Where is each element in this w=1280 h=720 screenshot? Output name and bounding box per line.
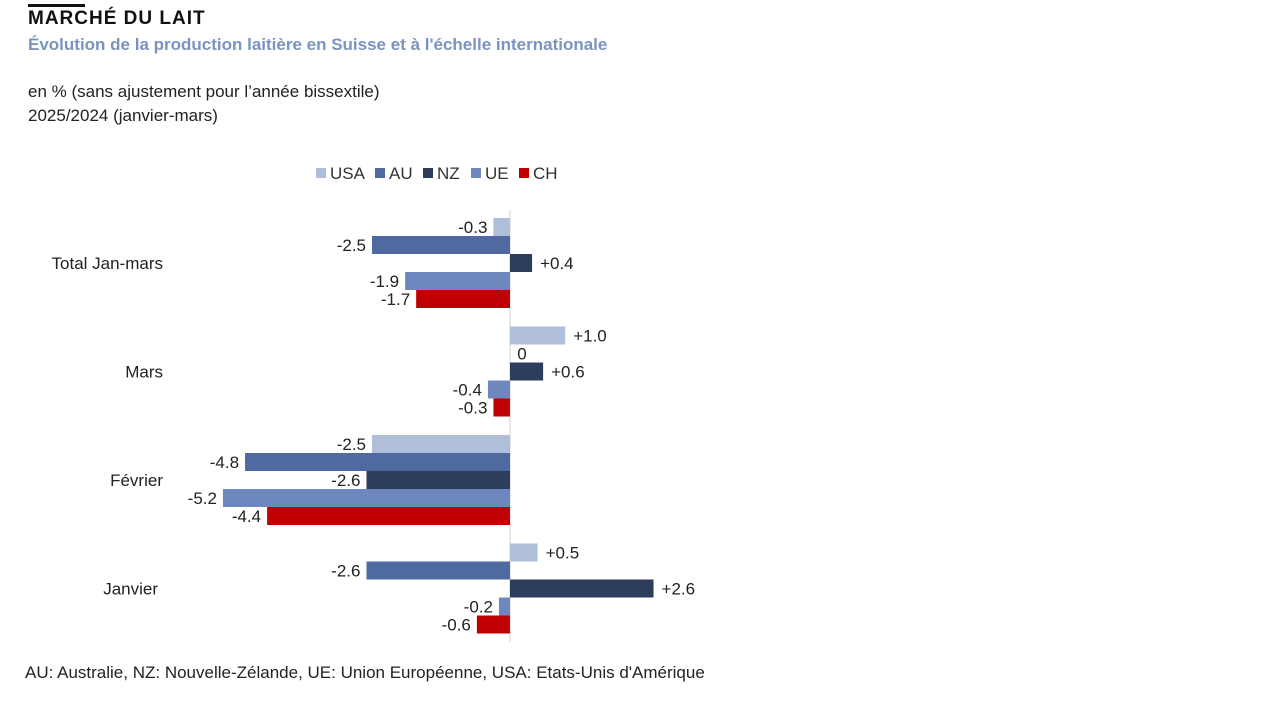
category-label: Février <box>110 471 163 490</box>
bar-ch <box>493 398 510 417</box>
data-label: -4.4 <box>232 507 261 526</box>
bar-usa <box>510 543 538 562</box>
bar-ue <box>487 380 510 399</box>
header-rule <box>28 4 85 7</box>
legend-label-usa: USA <box>330 164 366 183</box>
unit-label: en % (sans ajustement pour l’année bisse… <box>28 82 380 101</box>
bar-nz <box>366 471 510 489</box>
data-label: -0.3 <box>458 218 487 237</box>
legend-swatch-ch <box>519 168 529 178</box>
data-label: -4.8 <box>210 453 239 472</box>
data-label: +1.0 <box>573 327 607 346</box>
data-label: +0.6 <box>551 363 585 382</box>
data-label: -1.7 <box>381 290 410 309</box>
bar-au <box>245 453 511 471</box>
legend-label-au: AU <box>389 164 413 183</box>
data-label: +0.4 <box>540 254 574 273</box>
legend-label-ue: UE <box>485 164 509 183</box>
bar-au <box>366 561 510 580</box>
data-label: -0.2 <box>464 598 493 617</box>
bar-ue <box>222 489 510 507</box>
category-label: Janvier <box>103 580 158 599</box>
data-label: -2.5 <box>337 435 366 454</box>
bar-nz <box>510 362 544 381</box>
footnote: AU: Australie, NZ: Nouvelle-Zélande, UE:… <box>25 663 705 682</box>
period-label: 2025/2024 (janvier-mars) <box>28 106 218 125</box>
legend-swatch-au <box>375 168 385 178</box>
legend-swatch-ue <box>471 168 481 178</box>
data-label: -2.6 <box>331 471 360 490</box>
legend-label-ch: CH <box>533 164 558 183</box>
bar-ch <box>267 507 510 525</box>
bar-usa <box>510 326 566 345</box>
legend-swatch-usa <box>316 168 326 178</box>
data-label: +2.6 <box>662 580 696 599</box>
data-label: -0.6 <box>442 616 471 635</box>
legend-label-nz: NZ <box>437 164 460 183</box>
data-label: -1.9 <box>370 272 399 291</box>
bar-ue <box>405 272 510 290</box>
kicker: MARCHÉ DU LAIT <box>28 8 206 29</box>
bar-ue <box>498 597 510 616</box>
legend-swatch-nz <box>423 168 433 178</box>
category-label: Mars <box>125 363 163 382</box>
data-label: +0.5 <box>546 544 580 563</box>
chart-title: Évolution de la production laitière en S… <box>28 35 608 54</box>
bar-usa <box>493 218 510 236</box>
bar-au <box>372 236 510 254</box>
bar-chart: USA AU NZ UE CH Total Jan-mars -0.3 -2.5 +0.4 -1.… <box>52 164 696 642</box>
data-label: 0 <box>517 345 526 364</box>
bar-nz <box>510 254 533 272</box>
data-label: -2.5 <box>337 236 366 255</box>
bar-usa <box>372 435 510 453</box>
bar-ch <box>416 290 510 308</box>
data-label: -5.2 <box>188 489 217 508</box>
data-label: -0.3 <box>458 399 487 418</box>
bar-ch <box>476 615 510 634</box>
category-label: Total Jan-mars <box>52 254 163 273</box>
data-label: -2.6 <box>331 562 360 581</box>
bar-nz <box>510 579 654 598</box>
data-label: -0.4 <box>453 381 482 400</box>
